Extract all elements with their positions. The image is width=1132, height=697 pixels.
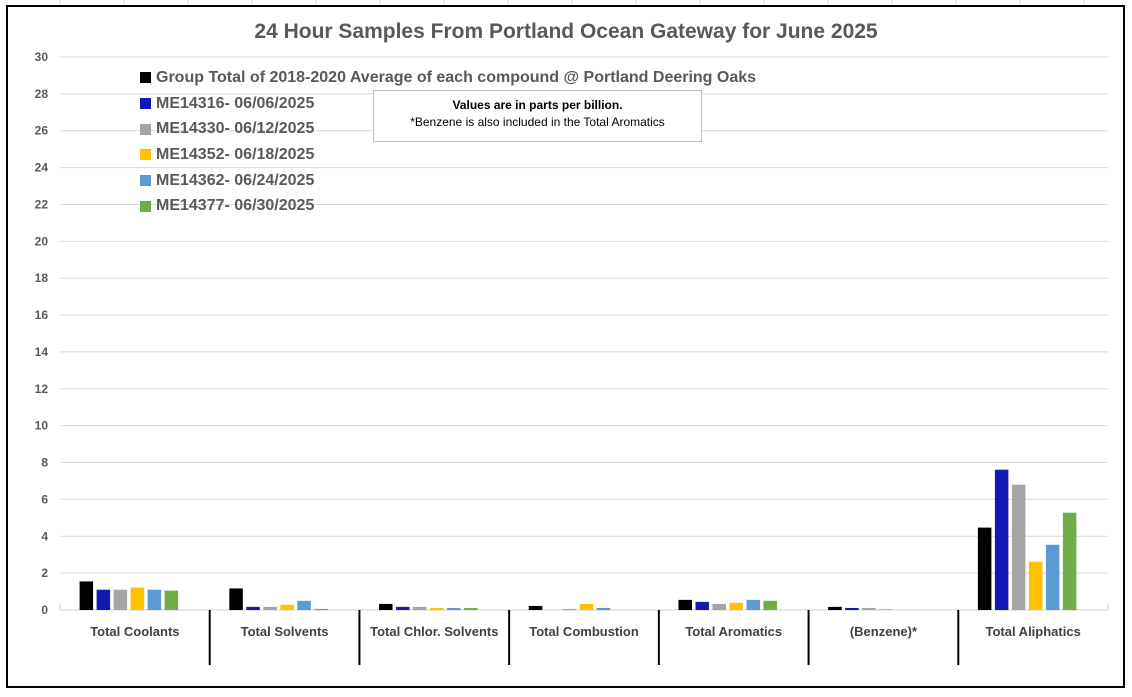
- bar: [314, 608, 328, 610]
- bar: [528, 605, 543, 610]
- bar: [879, 608, 893, 610]
- bar: [413, 606, 427, 610]
- y-tick-label: 24: [35, 161, 49, 175]
- legend-swatch: [140, 72, 151, 84]
- bar: [147, 589, 162, 610]
- bar: [1028, 561, 1043, 610]
- bar: [464, 607, 478, 610]
- bar: [862, 607, 876, 610]
- bar: [430, 607, 444, 610]
- annotation-line-1: Values are in parts per billion.: [452, 98, 623, 112]
- legend-label: ME14377- 06/30/2025: [156, 197, 315, 215]
- y-tick-label: 12: [35, 382, 49, 396]
- bar: [229, 588, 243, 610]
- bar: [297, 600, 311, 610]
- category-label: Total Aliphatics: [985, 624, 1080, 639]
- bar: [96, 589, 111, 610]
- y-tick-label: 8: [41, 456, 48, 470]
- legend-item: ME14362- 06/24/2025: [140, 168, 756, 194]
- bar: [763, 600, 777, 610]
- legend-item: ME14330- 06/12/2025: [140, 116, 756, 142]
- y-tick-label: 0: [41, 603, 48, 617]
- bar: [712, 603, 726, 610]
- legend-item: Group Total of 2018-2020 Average of each…: [140, 65, 756, 91]
- bar: [977, 527, 992, 610]
- category-label: Total Coolants: [90, 624, 179, 639]
- y-tick-label: 22: [35, 197, 49, 211]
- bar: [130, 587, 145, 610]
- bar: [562, 608, 577, 610]
- y-tick-label: 26: [35, 124, 49, 138]
- bar: [994, 469, 1009, 610]
- y-tick-label: 14: [35, 345, 49, 359]
- chart-title: 24 Hour Samples From Portland Ocean Gate…: [254, 20, 878, 43]
- bar: [246, 606, 260, 610]
- bar: [447, 607, 461, 610]
- legend-label: ME14362- 06/24/2025: [156, 171, 315, 189]
- bar: [79, 581, 94, 610]
- category-label: Total Solvents: [241, 624, 329, 639]
- category-label: Total Aromatics: [685, 624, 782, 639]
- y-tick-label: 16: [35, 308, 49, 322]
- legend-item: ME14352- 06/18/2025: [140, 142, 756, 168]
- annotation-line-2: *Benzene is also included in the Total A…: [410, 115, 665, 129]
- legend-swatch: [140, 149, 151, 161]
- annotation-box: Values are in parts per billion. *Benzen…: [373, 90, 702, 142]
- y-tick-label: 2: [41, 566, 48, 580]
- bar: [396, 606, 410, 610]
- bar: [1045, 544, 1060, 610]
- y-tick-label: 4: [41, 529, 48, 543]
- category-label: (Benzene)*: [850, 624, 918, 639]
- bar: [1062, 512, 1077, 610]
- bar: [695, 601, 709, 610]
- legend-label: ME14352- 06/18/2025: [156, 145, 315, 163]
- y-tick-label: 6: [41, 492, 48, 506]
- legend-swatch: [140, 200, 151, 212]
- bar: [845, 607, 859, 610]
- bar: [263, 606, 277, 610]
- bar: [579, 603, 594, 610]
- legend: Group Total of 2018-2020 Average of each…: [140, 65, 756, 219]
- bar: [596, 607, 611, 610]
- y-tick-label: 20: [35, 234, 49, 248]
- bar: [280, 604, 294, 610]
- bar: [729, 602, 743, 610]
- legend-label: ME14316- 06/06/2025: [156, 94, 315, 112]
- bar: [678, 599, 692, 610]
- legend-item: ME14377- 06/30/2025: [140, 193, 756, 219]
- bar: [746, 599, 760, 610]
- y-tick-label: 30: [35, 50, 49, 64]
- category-label: Total Chlor. Solvents: [370, 624, 498, 639]
- bar: [828, 606, 842, 610]
- bar: [164, 590, 179, 610]
- legend-label: ME14330- 06/12/2025: [156, 120, 315, 138]
- bar: [1011, 484, 1026, 610]
- y-tick-label: 10: [35, 419, 49, 433]
- y-tick-label: 28: [35, 87, 49, 101]
- legend-item: ME14316- 06/06/2025: [140, 91, 756, 117]
- legend-swatch: [140, 123, 151, 135]
- legend-swatch: [140, 175, 151, 187]
- bar: [379, 603, 393, 610]
- category-label: Total Combustion: [529, 624, 639, 639]
- legend-swatch: [140, 98, 151, 110]
- y-tick-label: 18: [35, 271, 49, 285]
- bar: [113, 589, 128, 610]
- legend-label: Group Total of 2018-2020 Average of each…: [156, 68, 757, 86]
